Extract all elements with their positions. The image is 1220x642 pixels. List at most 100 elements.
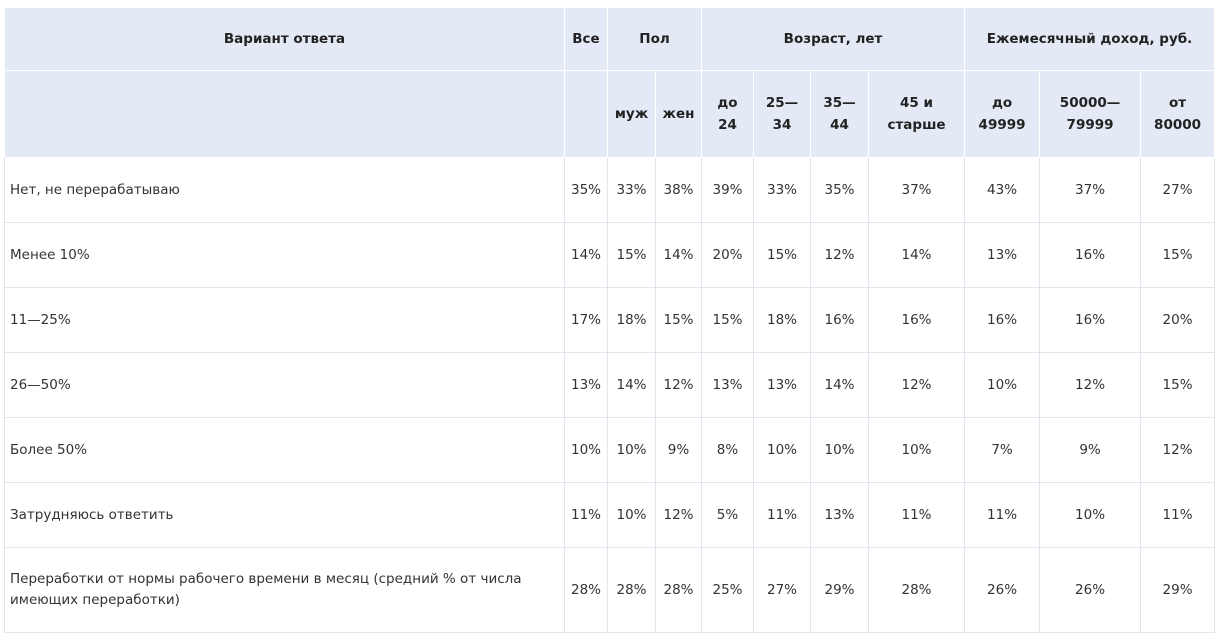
table-cell: 13% <box>753 352 811 418</box>
table-row: Менее 10% 14% 15% 14% 20% 15% 12% 14% 13… <box>4 222 1216 288</box>
row-label: 11—25% <box>4 287 565 353</box>
table-cell: 10% <box>564 417 608 483</box>
table-cell: 9% <box>1039 417 1142 483</box>
table-cell: 15% <box>1140 352 1216 418</box>
table-row: Переработки от нормы рабочего времени в … <box>4 547 1216 633</box>
table-cell: 35% <box>564 157 608 223</box>
table-cell: 10% <box>607 417 656 483</box>
table-cell: 28% <box>867 547 966 633</box>
header-female: жен <box>655 70 702 158</box>
header-male: муж <box>607 70 656 158</box>
table-cell: 8% <box>701 417 754 483</box>
row-label: Нет, не перерабатываю <box>4 157 565 223</box>
header-blank <box>564 70 608 158</box>
table-cell: 18% <box>753 287 811 353</box>
header-row-group: Вариант ответа Все Пол Возраст, лет Ежем… <box>4 7 1216 71</box>
table-cell: 33% <box>607 157 656 223</box>
table-cell: 14% <box>564 222 608 288</box>
table-cell: 27% <box>753 547 811 633</box>
table-cell: 12% <box>867 352 966 418</box>
table-cell: 26% <box>1039 547 1142 633</box>
table-cell: 37% <box>1039 157 1142 223</box>
table-cell: 13% <box>964 222 1041 288</box>
table-cell: 10% <box>1039 482 1142 548</box>
table-cell: 11% <box>867 482 966 548</box>
header-income: Ежемесячный доход, руб. <box>964 7 1216 71</box>
table-row: Нет, не перерабатываю 35% 33% 38% 39% 33… <box>4 157 1216 223</box>
header-blank <box>4 70 565 158</box>
row-label: Менее 10% <box>4 222 565 288</box>
table-cell: 20% <box>1140 287 1216 353</box>
table-cell: 29% <box>810 547 869 633</box>
table-cell: 11% <box>564 482 608 548</box>
table-cell: 28% <box>564 547 608 633</box>
table-cell: 28% <box>655 547 702 633</box>
header-income-50000-79999: 50000— 79999 <box>1039 70 1142 158</box>
table-cell: 20% <box>701 222 754 288</box>
table-cell: 13% <box>810 482 869 548</box>
header-age-35-44: 35— 44 <box>810 70 869 158</box>
table-row: 11—25% 17% 18% 15% 15% 18% 16% 16% 16% 1… <box>4 287 1216 353</box>
table-cell: 16% <box>1039 222 1142 288</box>
table-cell: 10% <box>867 417 966 483</box>
table-cell: 15% <box>607 222 656 288</box>
header-income-under-49999: до 49999 <box>964 70 1041 158</box>
table-cell: 12% <box>655 482 702 548</box>
table-cell: 14% <box>607 352 656 418</box>
table-cell: 12% <box>655 352 702 418</box>
table-row: Более 50% 10% 10% 9% 8% 10% 10% 10% 7% 9… <box>4 417 1216 483</box>
table-cell: 15% <box>701 287 754 353</box>
table-cell: 11% <box>753 482 811 548</box>
table-cell: 11% <box>964 482 1041 548</box>
table-body: Нет, не перерабатываю 35% 33% 38% 39% 33… <box>4 157 1216 633</box>
row-label: Более 50% <box>4 417 565 483</box>
table-cell: 37% <box>867 157 966 223</box>
header-answer-option: Вариант ответа <box>4 7 565 71</box>
header-row-sub: муж жен до 24 25— 34 35— 44 45 и старше … <box>4 70 1216 158</box>
table-cell: 7% <box>964 417 1041 483</box>
survey-table-container: Вариант ответа Все Пол Возраст, лет Ежем… <box>4 7 1216 633</box>
table-cell: 16% <box>810 287 869 353</box>
table-cell: 14% <box>655 222 702 288</box>
header-gender: Пол <box>607 7 702 71</box>
table-cell: 13% <box>701 352 754 418</box>
header-age-under-24: до 24 <box>701 70 754 158</box>
table-cell: 39% <box>701 157 754 223</box>
table-cell: 17% <box>564 287 608 353</box>
table-cell: 10% <box>753 417 811 483</box>
table-cell: 15% <box>655 287 702 353</box>
table-cell: 12% <box>810 222 869 288</box>
header-age: Возраст, лет <box>700 7 966 71</box>
table-cell: 9% <box>655 417 702 483</box>
header-age-25-34: 25— 34 <box>753 70 811 158</box>
table-cell: 13% <box>564 352 608 418</box>
table-cell: 16% <box>964 287 1041 353</box>
table-cell: 10% <box>607 482 656 548</box>
table-cell: 27% <box>1140 157 1216 223</box>
table-cell: 15% <box>753 222 811 288</box>
table-cell: 16% <box>1039 287 1142 353</box>
table-cell: 15% <box>1140 222 1216 288</box>
table-cell: 12% <box>1140 417 1216 483</box>
table-cell: 35% <box>810 157 869 223</box>
table-cell: 14% <box>810 352 869 418</box>
table-cell: 11% <box>1140 482 1216 548</box>
row-label: Переработки от нормы рабочего времени в … <box>4 547 565 633</box>
survey-table: Вариант ответа Все Пол Возраст, лет Ежем… <box>4 7 1216 633</box>
table-cell: 38% <box>655 157 702 223</box>
table-cell: 26% <box>964 547 1041 633</box>
header-age-45-plus: 45 и старше <box>867 70 966 158</box>
row-label: 26—50% <box>4 352 565 418</box>
table-cell: 10% <box>810 417 869 483</box>
table-cell: 33% <box>753 157 811 223</box>
table-cell: 25% <box>701 547 754 633</box>
row-label: Затрудняюсь ответить <box>4 482 565 548</box>
table-cell: 12% <box>1039 352 1142 418</box>
table-row: Затрудняюсь ответить 11% 10% 12% 5% 11% … <box>4 482 1216 548</box>
table-cell: 29% <box>1140 547 1216 633</box>
table-cell: 28% <box>607 547 656 633</box>
table-cell: 14% <box>867 222 966 288</box>
table-cell: 16% <box>867 287 966 353</box>
header-all: Все <box>564 7 608 71</box>
header-income-80000-plus: от 80000 <box>1140 70 1216 158</box>
